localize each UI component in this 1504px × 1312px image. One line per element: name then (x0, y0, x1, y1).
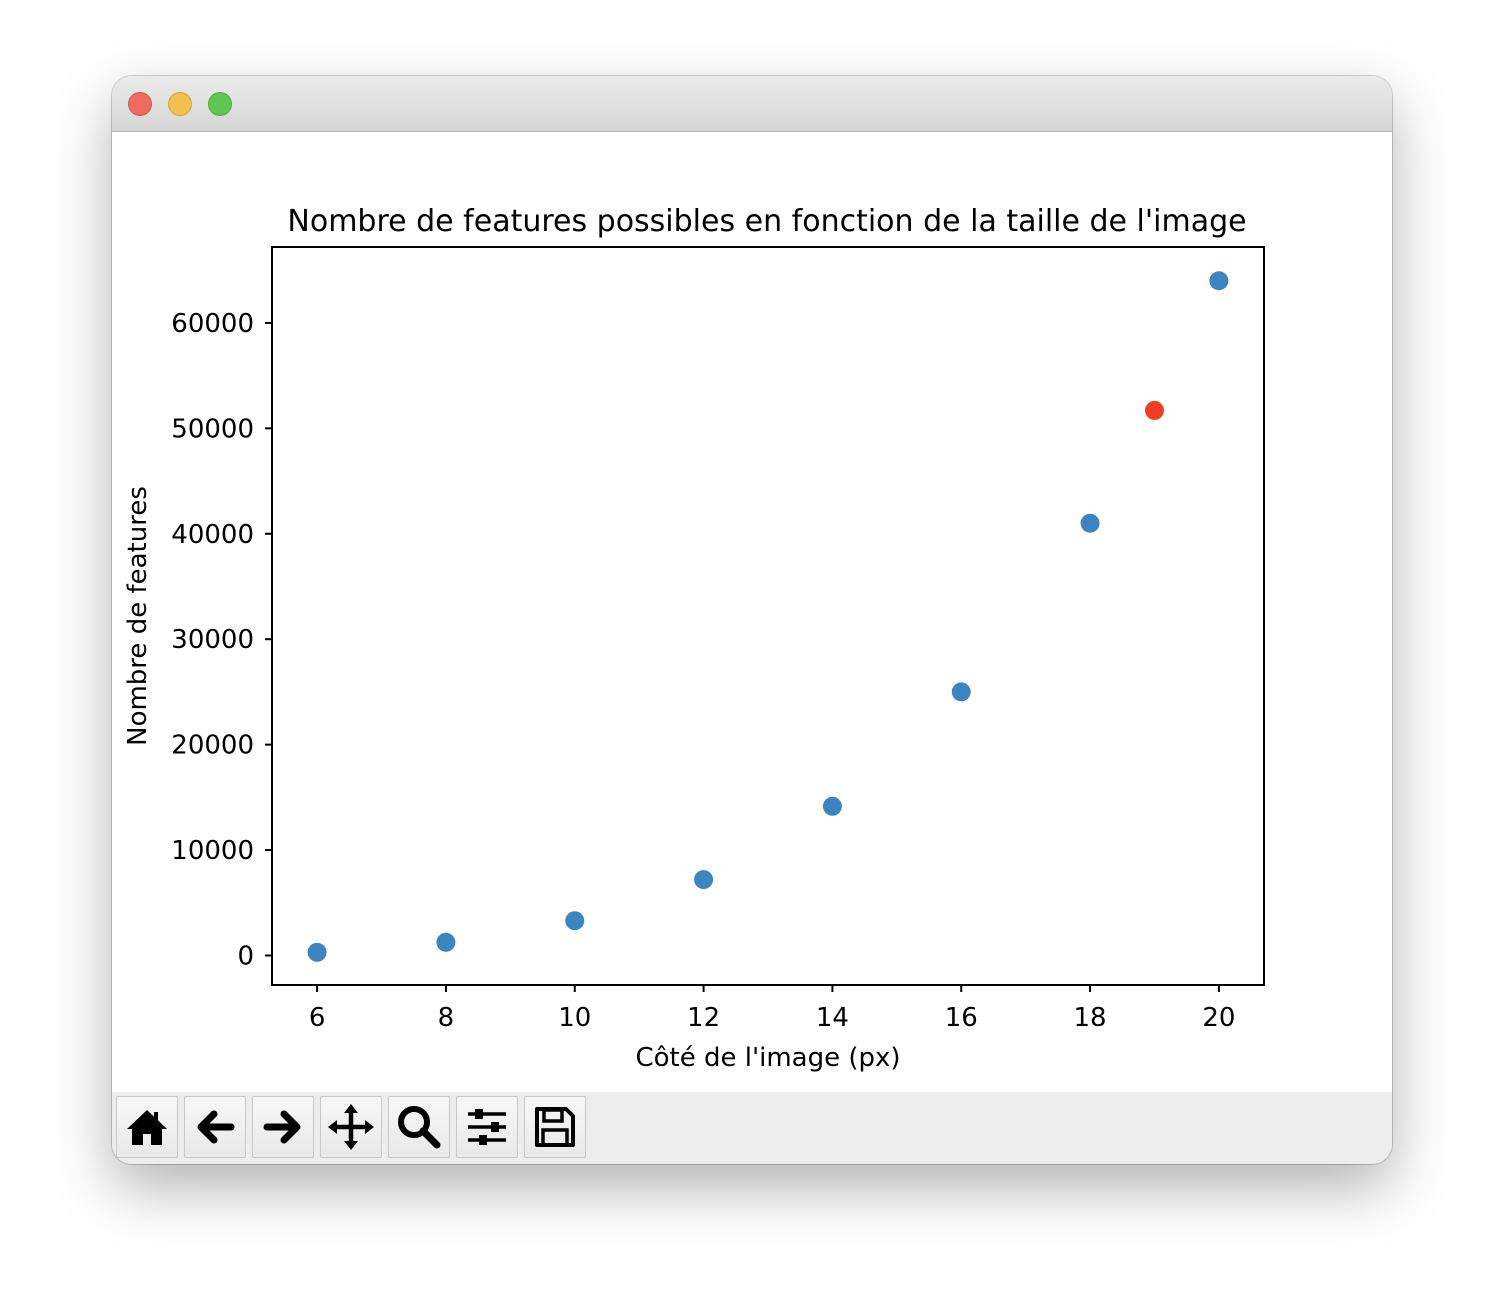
data-point (694, 870, 714, 890)
data-point (822, 796, 842, 816)
x-tick-label: 12 (687, 1003, 720, 1033)
sliders-icon (468, 1109, 506, 1145)
move-icon (328, 1104, 374, 1150)
chart-title: Nombre de features possibles en fonction… (287, 204, 1246, 239)
data-point (307, 942, 327, 962)
x-tick-label: 14 (816, 1003, 849, 1033)
highlighted-data-point (1144, 400, 1164, 420)
y-tick-label: 40000 (171, 520, 254, 550)
home-button[interactable] (116, 1096, 178, 1158)
maximize-window-button[interactable] (208, 92, 232, 116)
x-tick-label: 18 (1074, 1003, 1107, 1033)
figure-window: Nombre de features possibles en fonction… (112, 76, 1392, 1164)
arrow-left-icon (197, 1110, 235, 1144)
x-axis-label: Côté de l'image (px) (635, 1043, 900, 1073)
y-tick-label: 50000 (171, 414, 254, 444)
y-tick-label: 10000 (171, 836, 254, 866)
data-point (436, 932, 456, 952)
y-axis-ticks: 0 10000 20000 30000 40000 50000 60000 (171, 309, 272, 971)
save-button[interactable] (524, 1096, 586, 1158)
pan-button[interactable] (320, 1096, 382, 1158)
y-tick-label: 20000 (171, 731, 254, 761)
data-point (565, 911, 585, 931)
minimize-window-button[interactable] (168, 92, 192, 116)
floppy-disk-icon (535, 1107, 575, 1147)
x-tick-label: 10 (558, 1003, 591, 1033)
back-button[interactable] (184, 1096, 246, 1158)
arrow-right-icon (263, 1110, 301, 1144)
configure-subplots-button[interactable] (456, 1096, 518, 1158)
x-tick-label: 6 (309, 1003, 326, 1033)
data-point (951, 682, 971, 702)
scatter-points (307, 271, 1229, 962)
scatter-chart: Nombre de features possibles en fonction… (123, 204, 1265, 1073)
figure-canvas[interactable]: Nombre de features possibles en fonction… (112, 132, 1392, 1092)
zoom-button[interactable] (388, 1096, 450, 1158)
x-tick-label: 16 (945, 1003, 978, 1033)
data-point (1080, 513, 1100, 533)
title-bar (112, 76, 1392, 132)
x-tick-label: 8 (438, 1003, 455, 1033)
home-icon (127, 1110, 167, 1145)
y-tick-label: 0 (237, 941, 254, 971)
y-tick-label: 30000 (171, 625, 254, 655)
forward-button[interactable] (252, 1096, 314, 1158)
plot-frame (271, 246, 1265, 986)
navigation-toolbar (112, 1092, 1392, 1164)
x-axis-ticks: 6 8 10 12 14 16 18 20 (309, 985, 1235, 1033)
magnifier-icon (398, 1106, 441, 1149)
data-point (1209, 271, 1229, 291)
close-window-button[interactable] (128, 92, 152, 116)
y-axis-label: Nombre de features (123, 486, 153, 746)
x-tick-label: 20 (1202, 1003, 1235, 1033)
y-tick-label: 60000 (171, 309, 254, 339)
